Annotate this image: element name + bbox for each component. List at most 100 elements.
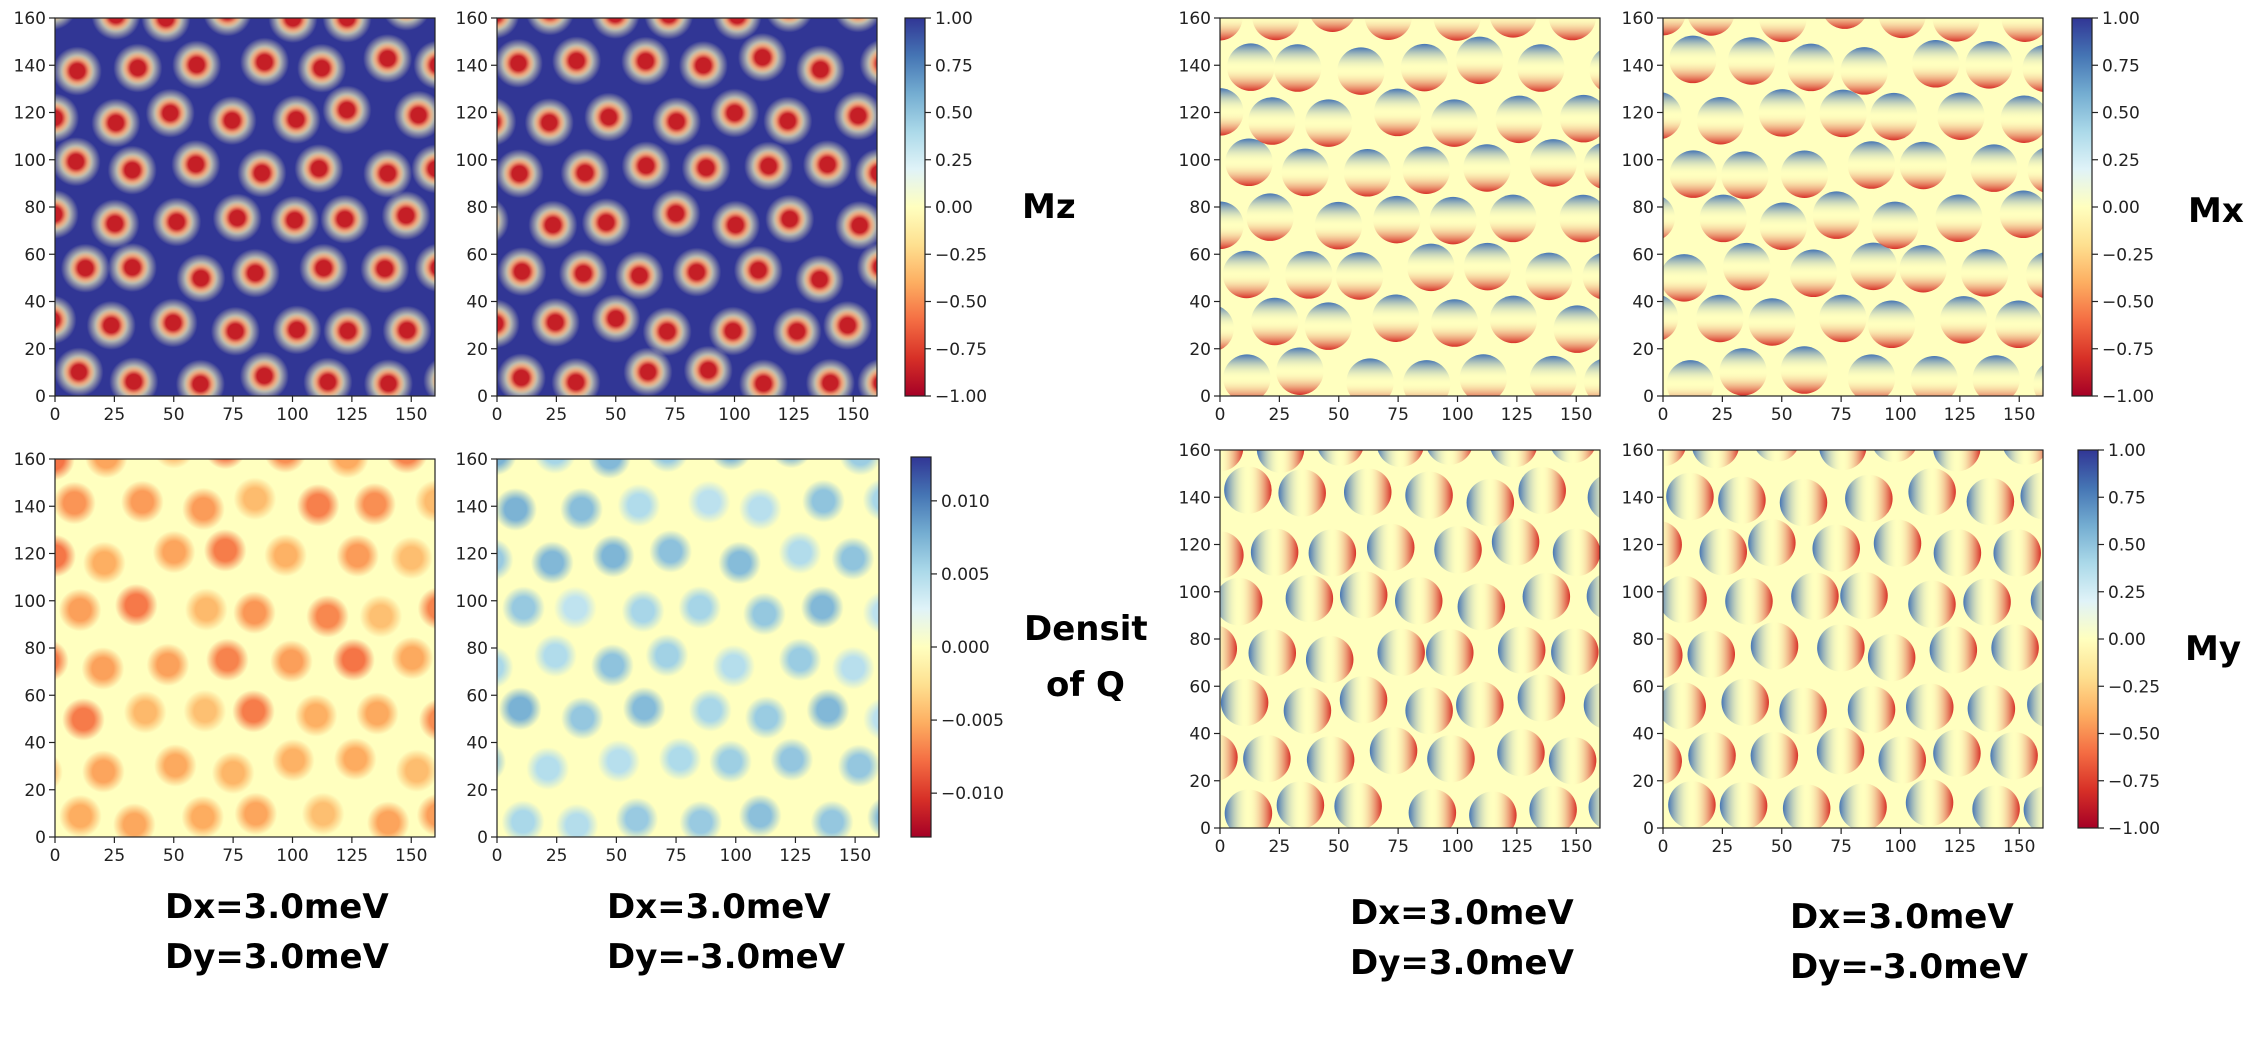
mx-right-dipole: [1759, 202, 1808, 251]
my-left-ytick-label: 160: [1179, 441, 1211, 461]
q-right-skyrmion-charge: [497, 646, 514, 689]
my-right-dipole: [1721, 678, 1769, 727]
q-right-skyrmion-charge: [862, 591, 879, 634]
q-right-skyrmion-charge: [738, 794, 782, 837]
mz-left-ytick-label: 120: [14, 104, 46, 124]
mz-right-skyrmion-core: [592, 101, 625, 134]
my-right-dipole: [1993, 529, 2041, 577]
q-right-skyrmion-charge: [530, 541, 574, 585]
mz-left-skyrmion-core: [248, 359, 281, 392]
mx-right-dipole: [1849, 242, 1898, 291]
mz-left-ytick-label: 80: [24, 198, 46, 218]
q-right-skyrmion-charge: [498, 687, 542, 731]
my-right-dipole: [2020, 472, 2043, 520]
q-right-skyrmion-charge: [533, 634, 577, 678]
q-left-skyrmion-charge: [332, 638, 375, 682]
my-right-dipole: [1963, 578, 2011, 626]
q-right-skyrmion-charge: [711, 459, 750, 471]
q-left-skyrmion-charge: [416, 793, 435, 837]
mz-left-skyrmion-core: [219, 315, 252, 348]
my-right-dipole: [1990, 731, 2038, 780]
q-left-skyrmion-charge: [55, 459, 75, 481]
q-right-skyrmion-charge: [553, 586, 597, 630]
q-left-skyrmion-charge: [114, 583, 158, 627]
q-right-skyrmion-charge: [770, 738, 814, 781]
my-right-dipole: [1845, 474, 1893, 523]
mx-right-xtick-label: 75: [1830, 405, 1852, 425]
q-left-skyrmion-charge: [203, 529, 247, 572]
my-right-dipole: [2003, 450, 2043, 465]
mx-colorbar-tick-label: 0.00: [2102, 198, 2140, 218]
mx-left-dipole: [1489, 18, 1537, 38]
mz-colorbar-tick-label: −1.00: [935, 387, 987, 407]
mz-left-xtick-label: 0: [50, 405, 61, 425]
my-right-dipole: [1816, 727, 1865, 775]
q-right-ytick-label: 120: [456, 545, 488, 565]
q-right-skyrmion-charge: [709, 740, 752, 784]
mx-colorbar-tick-label: 0.75: [2102, 56, 2140, 76]
mx-left-xtick-label: 150: [1560, 405, 1592, 425]
mz-right-skyrmion-core: [842, 99, 875, 132]
mz-left-xtick-label: 150: [395, 405, 427, 425]
mx-right-dipole: [1758, 89, 1807, 137]
mz-left-skyrmion-core: [98, 207, 131, 240]
mz-left-skyrmion-core: [280, 103, 313, 136]
mz-right-skyrmion-core: [497, 106, 508, 137]
mx-right-ytick-label: 60: [1632, 245, 1654, 265]
mx-left-dipole: [1430, 299, 1479, 347]
mx-right-ytick-label: 80: [1632, 198, 1654, 218]
my-left-dipole: [1224, 789, 1273, 828]
mz-right-skyrmion-core: [814, 366, 847, 396]
mx-right-dipole: [1780, 346, 1829, 394]
mz-left-skyrmion-halo: [414, 243, 435, 292]
q-right-skyrmion-charge: [806, 688, 850, 732]
q-right-skyrmion-charge: [526, 747, 570, 790]
mz-left-skyrmion-core: [419, 152, 435, 185]
my-colorbar-tick-label: −0.25: [2108, 677, 2160, 697]
mx-left-dipole: [1281, 148, 1330, 197]
mx-left-dipole: [1273, 44, 1322, 92]
mx-right-dipole: [2033, 365, 2043, 396]
mz-right-skyrmion-core: [862, 157, 877, 190]
mz-left-ytick-label: 140: [14, 56, 46, 76]
mx-left-dipole: [1559, 94, 1600, 143]
my-right-dipole: [1663, 450, 1686, 467]
mz-right-skyrmion-core: [687, 49, 720, 82]
my-left-xtick-label: 150: [1560, 837, 1592, 857]
mz-right-skyrmion-core: [560, 44, 593, 77]
q-right-ytick-label: 100: [456, 592, 488, 612]
mx-left-dipole: [1248, 97, 1296, 145]
mx-left-dipole: [1251, 297, 1299, 346]
mz-right-skyrmion-core: [747, 367, 780, 396]
mx-left-dipole: [1222, 250, 1271, 299]
mz-left-skyrmion-core: [180, 48, 213, 81]
my-right-dipole: [1873, 519, 1922, 568]
mz-left-skyrmion-core: [371, 157, 404, 190]
mz-right-skyrmion-core: [497, 307, 512, 340]
q-left-skyrmion-charge: [270, 640, 313, 683]
mz-right-skyrmion-core: [631, 355, 664, 388]
mx-right-dipole: [1699, 194, 1748, 243]
mz-right-skyrmion-core: [716, 315, 749, 348]
mz-left-skyrmion-core: [121, 51, 154, 84]
q-left-skyrmion-charge: [366, 801, 410, 837]
my-right-dipole: [1668, 781, 1716, 828]
mz-left-skyrmion-core: [402, 99, 435, 132]
mx-left-ytick-label: 120: [1179, 104, 1211, 124]
my-left-dipole: [1522, 572, 1571, 621]
q-right-ytick-label: 140: [456, 497, 488, 517]
my-right-dipole: [1966, 477, 2015, 526]
mz-right-ytick-label: 0: [477, 387, 488, 407]
mz-left-skyrmion-core: [100, 18, 132, 32]
mz-right-skyrmion-core: [502, 47, 535, 80]
q-right-skyrmion-charge: [839, 459, 879, 476]
q-left-xtick-label: 150: [395, 846, 427, 866]
mx-right-xtick-label: 0: [1658, 405, 1669, 425]
q-left-skyrmion-charge: [301, 792, 345, 836]
q-right-skyrmion-charge: [497, 744, 507, 780]
my-left-dipole: [1586, 574, 1600, 618]
q-left-skyrmion-charge: [386, 459, 428, 474]
mz-right-skyrmion-core: [721, 18, 754, 32]
mx-right-ytick-label: 0: [1643, 387, 1654, 407]
mx-left-dipole: [1225, 138, 1273, 187]
